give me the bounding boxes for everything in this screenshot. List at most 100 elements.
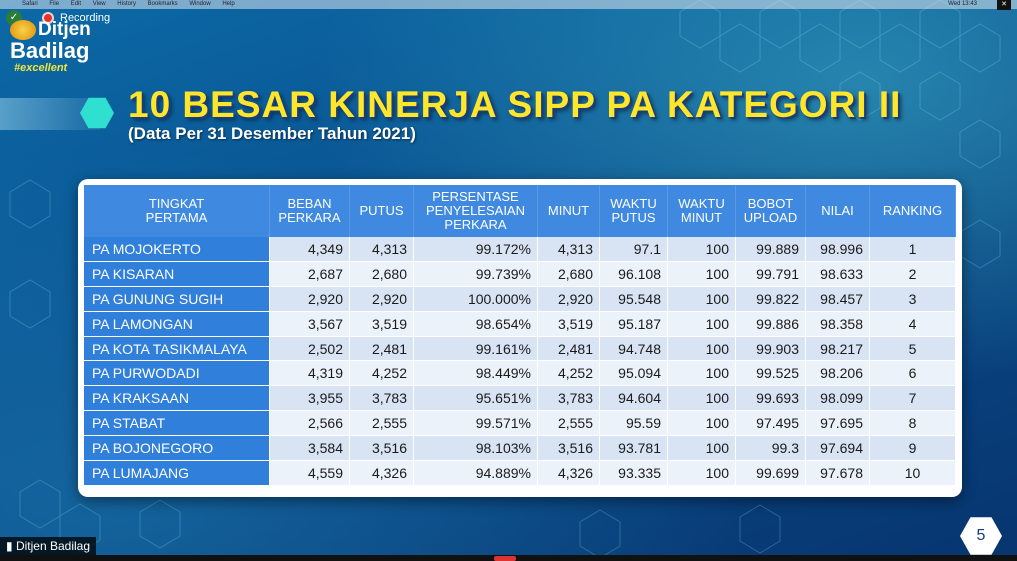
table-row[interactable]: PA PURWODADI 4,319 4,252 98.449% 4,252 95.094… xyxy=(84,361,956,387)
os-menubar: Safari File Edit View History Bookmarks … xyxy=(0,0,1017,9)
cell-nilai: 97.678 xyxy=(806,461,870,486)
col-header-waktu-putus[interactable]: WAKTU PUTUS xyxy=(600,185,668,237)
cell-ranking: 2 xyxy=(870,261,956,287)
table-row[interactable]: PA BOJONEGORO 3,584 3,516 98.103% 3,516 93.78… xyxy=(84,436,956,462)
cell-beban: 4,349 xyxy=(270,237,350,262)
table-header-row: TINGKAT PERTAMA BEBAN PERKARA PUTUS PERSEN… xyxy=(84,185,956,237)
cell-waktu-minut: 100 xyxy=(668,237,736,262)
cell-tingkat: PA PURWODADI xyxy=(84,361,270,387)
table-row[interactable]: PA KRAKSAAN 3,955 3,783 95.651% 3,783 94.604 1… xyxy=(84,386,956,412)
cell-minut: 4,313 xyxy=(538,237,600,262)
cell-minut: 4,326 xyxy=(538,461,600,486)
col-header-tingkat[interactable]: TINGKAT PERTAMA xyxy=(84,185,270,237)
cell-beban: 3,955 xyxy=(270,386,350,412)
cell-beban: 3,584 xyxy=(270,436,350,462)
cell-beban: 2,920 xyxy=(270,286,350,312)
cell-bobot: 99.525 xyxy=(736,361,806,387)
table-row[interactable]: PA STABAT 2,566 2,555 99.571% 2,555 95.59 100 9… xyxy=(84,411,956,437)
menu-item[interactable]: Bookmarks xyxy=(147,1,178,7)
cell-bobot: 99.903 xyxy=(736,336,806,362)
col-header-ranking[interactable]: RANKING xyxy=(870,185,956,237)
cell-waktu-putus: 93.781 xyxy=(600,436,668,462)
end-call-button[interactable] xyxy=(494,556,516,561)
cell-beban: 4,319 xyxy=(270,361,350,387)
col-header-minut[interactable]: MINUT xyxy=(538,185,600,237)
cell-bobot: 97.495 xyxy=(736,411,806,437)
col-header-bobot[interactable]: BOBOT UPLOAD xyxy=(736,185,806,237)
cell-persentase: 95.651% xyxy=(414,386,538,412)
cell-ranking: 10 xyxy=(870,461,956,486)
cell-waktu-putus: 93.335 xyxy=(600,461,668,486)
col-header-beban[interactable]: BEBAN PERKARA xyxy=(270,185,350,237)
cell-waktu-minut: 100 xyxy=(668,461,736,486)
cell-ranking: 9 xyxy=(870,436,956,462)
menubar-clock: Wed 13:43 xyxy=(948,1,977,7)
cell-nilai: 97.694 xyxy=(806,436,870,462)
signal-icon: ▮ xyxy=(6,539,13,553)
cell-minut: 3,516 xyxy=(538,436,600,462)
logo: Ditjen Badilag #excellent xyxy=(10,20,91,74)
logo-tagline: #excellent xyxy=(14,62,68,74)
cell-beban: 2,566 xyxy=(270,411,350,437)
cell-bobot: 99.693 xyxy=(736,386,806,412)
cell-minut: 3,783 xyxy=(538,386,600,412)
cell-putus: 2,555 xyxy=(350,411,414,437)
cell-persentase: 94.889% xyxy=(414,461,538,486)
menu-item[interactable]: Help xyxy=(222,1,235,7)
cell-ranking: 8 xyxy=(870,411,956,437)
cell-nilai: 98.358 xyxy=(806,311,870,337)
table-row[interactable]: PA MOJOKERTO 4,349 4,313 99.172% 4,313 97.1 10… xyxy=(84,237,956,262)
cell-bobot: 99.822 xyxy=(736,286,806,312)
table-row[interactable]: PA KOTA TASIKMALAYA 2,502 2,481 99.161% 2,48… xyxy=(84,336,956,362)
col-header-putus[interactable]: PUTUS xyxy=(350,185,414,237)
col-header-nilai[interactable]: NILAI xyxy=(806,185,870,237)
col-header-persentase[interactable]: PERSENTASE PENYELESAIAN PERKARA xyxy=(414,185,538,237)
logo-line2: Badilag xyxy=(10,38,90,63)
cell-persentase: 99.161% xyxy=(414,336,538,362)
cell-putus: 2,680 xyxy=(350,261,414,287)
cell-beban: 3,567 xyxy=(270,311,350,337)
menu-item[interactable]: View xyxy=(92,1,106,7)
cell-putus: 2,481 xyxy=(350,336,414,362)
cell-minut: 3,519 xyxy=(538,311,600,337)
cell-ranking: 4 xyxy=(870,311,956,337)
cell-bobot: 99.3 xyxy=(736,436,806,462)
recording-icon xyxy=(42,12,54,24)
cell-waktu-minut: 100 xyxy=(668,386,736,412)
cell-beban: 2,502 xyxy=(270,336,350,362)
cell-bobot: 99.889 xyxy=(736,237,806,262)
menu-item[interactable]: Window xyxy=(189,1,211,7)
cell-tingkat: PA LUMAJANG xyxy=(84,461,270,486)
cell-persentase: 100.000% xyxy=(414,286,538,312)
page-number: 5 xyxy=(960,517,1002,555)
cell-waktu-putus: 96.108 xyxy=(600,261,668,287)
cell-tingkat: PA LAMONGAN xyxy=(84,311,270,337)
cell-waktu-minut: 100 xyxy=(668,286,736,312)
cell-bobot: 99.699 xyxy=(736,461,806,486)
cell-waktu-minut: 100 xyxy=(668,411,736,437)
table-row[interactable]: PA GUNUNG SUGIH 2,920 2,920 100.000% 2,920 95… xyxy=(84,286,956,312)
menu-item[interactable]: History xyxy=(117,1,136,7)
logo-emblem xyxy=(10,20,36,40)
cell-tingkat: PA KRAKSAAN xyxy=(84,386,270,412)
cell-minut: 2,481 xyxy=(538,336,600,362)
cell-nilai: 97.695 xyxy=(806,411,870,437)
cell-nilai: 98.996 xyxy=(806,237,870,262)
cell-ranking: 7 xyxy=(870,386,956,412)
cell-minut: 2,680 xyxy=(538,261,600,287)
cell-minut: 2,920 xyxy=(538,286,600,312)
menu-item[interactable]: File xyxy=(49,1,60,7)
cell-waktu-putus: 94.604 xyxy=(600,386,668,412)
table-card: TINGKAT PERTAMA BEBAN PERKARA PUTUS PERSEN… xyxy=(78,179,962,497)
col-header-waktu-minut[interactable]: WAKTU MINUT xyxy=(668,185,736,237)
close-icon[interactable]: ✕ xyxy=(997,0,1011,10)
table-row[interactable]: PA KISARAN 2,687 2,680 99.739% 2,680 96.108 10… xyxy=(84,261,956,287)
menu-item[interactable]: Safari xyxy=(22,1,38,7)
table-row[interactable]: PA LAMONGAN 3,567 3,519 98.654% 3,519 95.187 1… xyxy=(84,311,956,337)
cell-persentase: 99.571% xyxy=(414,411,538,437)
table-row[interactable]: PA LUMAJANG 4,559 4,326 94.889% 4,326 93.335 1… xyxy=(84,461,956,486)
participant-namebar: ▮ Ditjen Badilag xyxy=(0,537,96,555)
menu-item[interactable]: Edit xyxy=(70,1,82,7)
slide-subtitle: (Data Per 31 Desember Tahun 2021) xyxy=(128,124,416,143)
